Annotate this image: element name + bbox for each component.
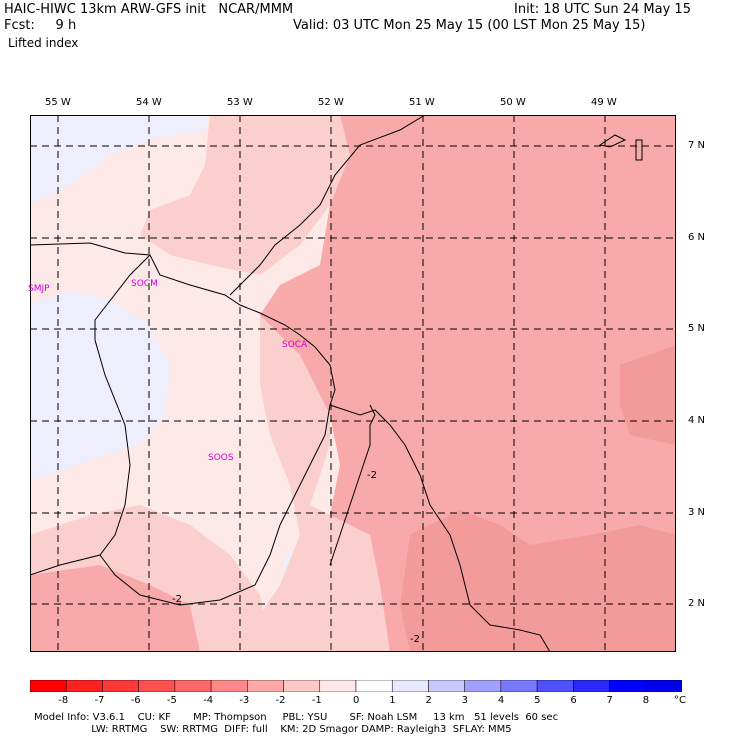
colorbar-tick-label: 6	[570, 695, 577, 706]
colorbar-tick-label: -1	[311, 695, 322, 706]
field-li-zero-west	[30, 290, 170, 480]
station-soca: SOCA	[282, 340, 308, 350]
contour-label-minus2-c: -2	[410, 634, 420, 645]
contour-label-minus2-a: -2	[367, 470, 377, 481]
colorbar-tick-label: 8	[642, 695, 650, 706]
colorbar-segment	[464, 680, 502, 692]
field-li-minus2-north	[140, 115, 350, 275]
init-time: Init: 18 UTC Sun 24 May 15	[514, 2, 691, 17]
colorbar-segment	[319, 680, 357, 692]
colorbar-tick-label: -5	[166, 695, 177, 706]
colorbar-segment	[645, 680, 682, 692]
colorbar-tick-label: 0	[353, 695, 360, 706]
colorbar-tick-label: -6	[130, 695, 141, 706]
lon-label-50w: 50 W	[500, 97, 526, 108]
lat-label-5n: 5 N	[688, 323, 706, 334]
valid-time: Valid: 03 UTC Mon 25 May 15 (00 LST Mon …	[293, 18, 646, 33]
colorbar-tick-label: 5	[534, 695, 541, 706]
colorbar-segment	[391, 680, 429, 692]
colorbar-tick-label: -2	[275, 695, 286, 706]
lon-label-55w: 55 W	[45, 97, 71, 108]
lat-label-4n: 4 N	[688, 415, 706, 426]
lon-label-49w: 49 W	[591, 97, 617, 108]
colorbar-tick-label: -7	[94, 695, 105, 706]
model-info-line2: LW: RRTMG SW: RRTMG DIFF: full KM: 2D Sm…	[34, 724, 512, 735]
colorbar-unit: °C	[674, 695, 686, 706]
field-li-minus4-east	[620, 345, 676, 445]
colorbar-segment	[500, 680, 538, 692]
model-title: HAIC-HIWC 13km ARW-GFS init NCAR/MMM	[4, 2, 294, 17]
colorbar-segment	[609, 680, 647, 692]
colorbar-segment	[102, 680, 139, 692]
lifted-index-map	[30, 115, 676, 652]
colorbar-tick-label: 7	[606, 695, 613, 706]
island-northeast-small	[635, 139, 643, 161]
lon-label-52w: 52 W	[318, 97, 344, 108]
graticule	[30, 115, 676, 652]
colorbar-segment	[283, 680, 321, 692]
model-info-line1: Model Info: V3.6.1 CU: KF MP: Thompson P…	[34, 712, 559, 723]
colorbar-segment	[573, 680, 610, 692]
colorbar-segment	[428, 680, 465, 692]
colorbar-tick-label: -3	[239, 695, 250, 706]
lon-label-53w: 53 W	[227, 97, 253, 108]
border-east	[329, 404, 376, 566]
colorbar-tick-label: 2	[425, 695, 432, 706]
colorbar-tick-label: -8	[58, 695, 69, 706]
station-smjp: SMJP	[28, 284, 50, 294]
lon-label-54w: 54 W	[136, 97, 162, 108]
colorbar-segment	[30, 680, 67, 692]
coastline	[30, 242, 551, 652]
border-south-central	[99, 404, 331, 606]
field-li-minus3-east	[260, 115, 676, 652]
colorbar	[30, 680, 682, 692]
station-soos: SOOS	[208, 453, 234, 463]
lon-label-51w: 51 W	[409, 97, 435, 108]
colorbar-segment	[536, 680, 574, 692]
colorbar-segment	[174, 680, 212, 692]
field-li-minus4-southeast	[400, 510, 676, 652]
colorbar-segment	[247, 680, 284, 692]
map-frame	[30, 115, 676, 652]
colorbar-segment	[355, 680, 393, 692]
contour-label-minus2-b: -2	[172, 594, 182, 605]
colorbar-tick-label: 4	[497, 695, 505, 706]
lat-label-7n: 7 N	[688, 140, 706, 151]
lat-label-3n: 3 N	[688, 507, 706, 518]
colorbar-segment	[210, 680, 248, 692]
field-name: Lifted index	[8, 36, 79, 50]
forecast-hour: Fcst: 9 h	[4, 18, 77, 33]
station-socm: SOCM	[131, 279, 158, 289]
colorbar-tick-label: -4	[203, 695, 214, 706]
colorbar-segment	[138, 680, 176, 692]
field-li-zero-north	[30, 115, 210, 205]
field-li-minus3-south	[30, 565, 200, 652]
colorbar-segment	[65, 680, 103, 692]
colorbar-tick-label: 1	[389, 695, 396, 706]
lat-label-6n: 6 N	[688, 232, 706, 243]
border-west	[30, 254, 151, 576]
field-li-minus2-central	[260, 315, 390, 652]
river-border-north	[229, 115, 426, 296]
lat-label-2n: 2 N	[688, 598, 706, 609]
colorbar-tick-label: 3	[461, 695, 469, 706]
